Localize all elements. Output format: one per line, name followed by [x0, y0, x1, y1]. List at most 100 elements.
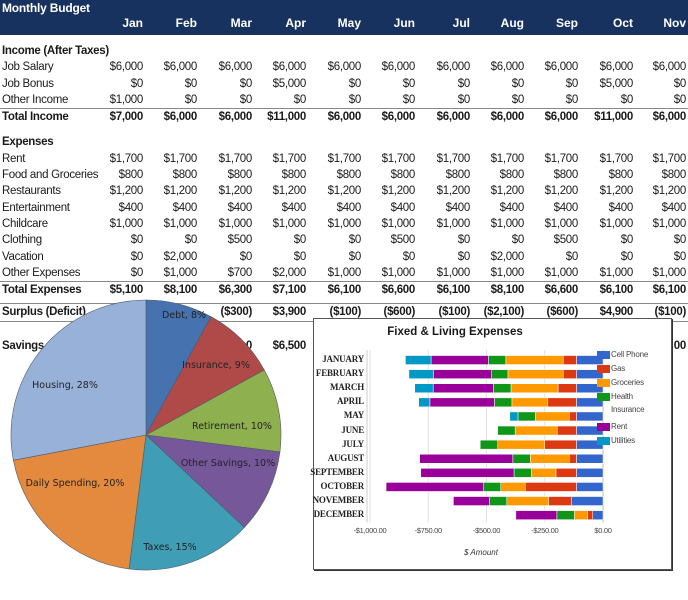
income-row-cell: $0: [511, 77, 525, 90]
pie-slice-daily-spending: [13, 434, 147, 570]
income-row-cell: $6,000: [272, 61, 307, 74]
total-income-row-cell: $7,000: [109, 111, 144, 124]
expense-row-cell: $1,200: [109, 185, 144, 198]
expense-row-cell: $1,000: [327, 217, 362, 230]
expense-row-cell: $1,700: [490, 152, 525, 165]
expense-row-cell: $800: [336, 169, 362, 182]
total-income-row: Total Income $7,000 $6,000 $6,000 $11,000 $6,…: [0, 108, 688, 125]
total-income-row-cell: $6,000: [163, 111, 198, 124]
total-expenses-row-cell: $6,100: [652, 284, 687, 297]
y-category-label: DECEMBER: [313, 509, 365, 520]
expense-row-cell: $400: [172, 201, 198, 214]
legend-label: Gas: [611, 364, 626, 373]
expense-row-cell: $1,200: [381, 185, 416, 198]
bar-segment-gas: [556, 425, 577, 436]
income-row-cell: $6,000: [381, 61, 416, 74]
expense-row-label: Entertainment: [2, 201, 70, 214]
x-tick-label: $0.00: [594, 526, 612, 536]
surplus-row-label: Surplus (Deficit): [2, 306, 86, 319]
expense-row-cell: $1,000: [652, 266, 687, 279]
expense-row-cell: $1,000: [163, 266, 198, 279]
x-tick-label: -$750.00: [414, 526, 443, 536]
bar-segment-rent: [432, 383, 494, 393]
expense-row-cell: $800: [608, 169, 634, 182]
expense-row-cell: $800: [445, 169, 471, 182]
expense-row-label: Clothing: [2, 234, 42, 247]
bar-segment-rent: [385, 482, 484, 492]
expenses-header: Expenses: [0, 134, 688, 150]
expense-row-cell: $0: [673, 250, 687, 263]
bar-segment-gas: [568, 454, 577, 464]
legend-label: Health: [611, 392, 633, 401]
budget-sheet: Monthly Budget Jan Feb Mar Apr May Jun Jul Aug S…: [0, 0, 688, 354]
income-row-cell: $0: [184, 77, 198, 90]
income-row-cell: $0: [293, 93, 307, 106]
expense-row-cell: $1,700: [272, 152, 307, 165]
bar-segment-cell-phone: [576, 454, 604, 464]
month-header-aug: Aug: [500, 16, 524, 30]
month-header-apr: Apr: [285, 16, 306, 30]
month-header-sep: Sep: [555, 16, 578, 30]
bar-segment-groceries: [531, 468, 557, 478]
expense-row-cell: $2,000: [490, 250, 525, 263]
savings-row-label: Savings: [2, 339, 45, 352]
total-expenses-row-cell: $6,100: [436, 284, 471, 297]
expense-row-cell: $0: [457, 250, 471, 263]
total-income-row-cell: $6,000: [327, 111, 362, 124]
expense-row-cell: $0: [130, 234, 144, 247]
income-row-cell: $6,000: [109, 61, 144, 74]
bar-segment-health-insurance: [489, 496, 508, 506]
bar-segment-groceries: [535, 411, 570, 422]
expense-row-cell: $0: [348, 250, 362, 263]
bar-segment-rent: [453, 496, 490, 506]
expense-row-cell: $2,000: [163, 250, 198, 263]
expense-row-label: Vacation: [2, 250, 44, 263]
expense-row-cell: $400: [336, 201, 362, 214]
bar-segment-groceries: [574, 510, 588, 520]
x-tick-label: -$1,000.00: [353, 526, 387, 536]
expense-row-label: Other Expenses: [2, 266, 81, 279]
legend-label: Rent: [611, 422, 628, 431]
bar-segment-groceries: [530, 454, 570, 464]
bar-segment-utilities: [408, 369, 434, 379]
pie-label: Debt, 8%: [162, 310, 206, 321]
surplus-cell: ($100): [329, 306, 362, 319]
pie-slice-other-savings: [145, 434, 281, 528]
expense-row-cell: $1,700: [599, 152, 634, 165]
bar-segment-cell-phone: [576, 411, 604, 422]
legend-item: Gas: [597, 364, 626, 373]
bar-segment-gas: [548, 496, 572, 506]
expense-row-cell: $1,000: [544, 217, 579, 230]
pie-label: Housing, 28%: [32, 380, 98, 391]
expense-row-cell: $1,000: [599, 266, 634, 279]
month-header-oct: Oct: [612, 16, 633, 30]
expense-row-cell: $1,000: [109, 217, 144, 230]
income-row-cell: $0: [239, 77, 253, 90]
income-row-cell: $6,000: [544, 61, 579, 74]
expense-row-cell: $800: [118, 169, 144, 182]
income-row-cell: $0: [402, 77, 416, 90]
expense-row-cell: $800: [172, 169, 198, 182]
savings-row: Savings $6,500 0 00: [0, 338, 688, 354]
surplus-cell: ($600): [383, 306, 416, 319]
expense-row-cell: $1,000: [652, 217, 687, 230]
expense-row-cell: $1,200: [599, 185, 634, 198]
bar-segment-rent: [420, 468, 515, 478]
expense-row-cell: $1,000: [381, 217, 416, 230]
expense-row-cell: $1,000: [436, 217, 471, 230]
income-row-cell: $0: [673, 77, 687, 90]
total-income-row-cell: $6,000: [544, 111, 579, 124]
bar-segment-rent: [433, 369, 492, 379]
expense-row-cell: $1,700: [544, 152, 579, 165]
bar-plot-area: [366, 350, 604, 523]
expense-row-cell: $1,200: [163, 185, 198, 198]
total-expenses-row-cell: $8,100: [490, 284, 525, 297]
total-expenses-row: Total Expenses $5,100 $8,100 $6,300 $7,100 $6…: [0, 281, 688, 298]
expense-row-cell: $1,000: [490, 266, 525, 279]
month-header-nov: Nov: [663, 16, 686, 30]
bar-segment-health-insurance: [479, 439, 498, 450]
income-row-cell: $0: [184, 93, 198, 106]
bar-segment-cell-phone: [576, 468, 604, 478]
bar-segment-rent: [430, 355, 489, 365]
income-row-cell: $6,000: [652, 61, 687, 74]
